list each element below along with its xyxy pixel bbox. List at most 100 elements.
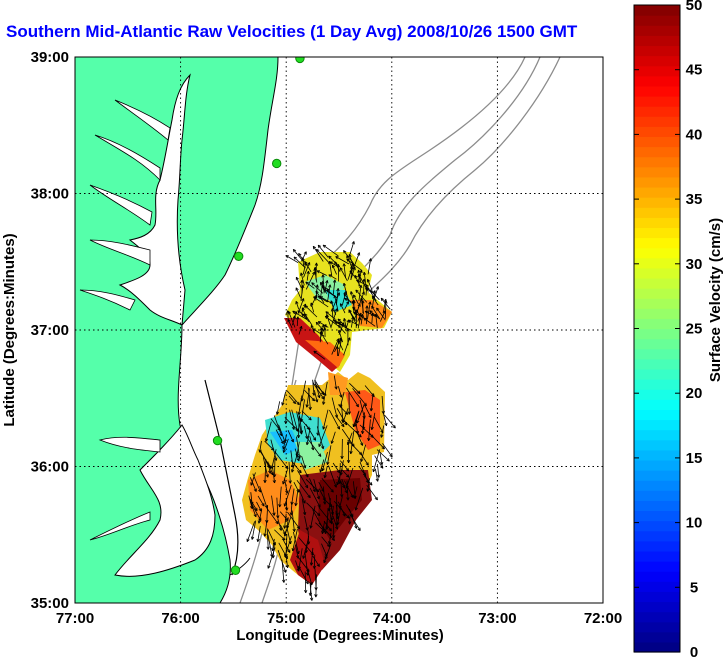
colorbar-band [634, 35, 680, 47]
colorbar-band [634, 55, 680, 67]
y-axis-label: Latitude (Degrees:Minutes) [1, 233, 18, 426]
colorbar-band [634, 358, 680, 370]
colorbar-band [634, 126, 680, 138]
colorbar-band [634, 75, 680, 87]
colorbar-band [634, 308, 680, 319]
colorbar-band [634, 85, 680, 97]
x-tick-labels: 77:00 76:00 75:00 74:00 73:00 72:00 [56, 610, 622, 627]
colorbar-band [634, 257, 680, 269]
colorbar-band [634, 470, 680, 481]
x-tick-label: 75:00 [267, 610, 305, 627]
colorbar-band [634, 540, 680, 552]
chesapeake-bay [118, 73, 191, 326]
colorbar-band [634, 156, 680, 168]
colorbar-band [634, 571, 680, 582]
y-tick-label: 39:00 [31, 49, 69, 66]
colorbar-band [634, 510, 680, 522]
colorbar-tick-label: 35 [686, 191, 703, 208]
colorbar-band [634, 186, 680, 198]
colorbar-tick-label: 40 [686, 126, 703, 143]
station-marker [212, 435, 223, 446]
colorbar-band [634, 520, 680, 532]
colorbar-band [634, 490, 680, 501]
y-tick-label: 35:00 [31, 595, 69, 612]
colorbar-band [634, 500, 680, 512]
colorbar-band [634, 480, 680, 491]
colorbar-band [634, 318, 680, 330]
colorbar-band [634, 561, 680, 572]
colorbar-tick-label: 0 [690, 644, 698, 659]
y-tick-label: 37:00 [31, 322, 69, 339]
colorbar-band [634, 379, 680, 390]
colorbar-tick-label: 10 [686, 515, 703, 532]
colorbar-band [634, 277, 680, 289]
colorbar-band [634, 116, 680, 127]
colorbar-band [634, 611, 680, 623]
colorbar-band [634, 419, 680, 431]
colorbar-tick-label: 30 [686, 256, 703, 273]
y-tick-label: 38:00 [31, 186, 69, 203]
colorbar-band [634, 530, 680, 542]
x-tick-label: 72:00 [584, 610, 622, 627]
colorbar-band [634, 591, 680, 603]
colorbar-band [634, 338, 680, 350]
x-axis-label: Longitude (Degrees:Minutes) [236, 627, 444, 644]
colorbar-band [634, 550, 680, 562]
colorbar-tick-labels: 0 5 10 15 20 25 30 35 40 45 50 [634, 0, 702, 659]
velocity-vectors [246, 241, 396, 601]
colorbar-band [634, 166, 680, 178]
colorbar-band [634, 641, 680, 653]
colorbar-band [634, 409, 680, 421]
colorbar [634, 5, 680, 653]
colorbar-band [634, 459, 680, 471]
grid-lines [75, 57, 603, 603]
colorbar-band [634, 15, 680, 26]
colorbar-band [634, 368, 680, 380]
y-tick-labels: 35:00 36:00 37:00 38:00 39:00 [31, 49, 69, 612]
colorbar-band [634, 176, 680, 188]
y-tick-label: 36:00 [31, 459, 69, 476]
colorbar-band [634, 581, 680, 592]
colorbar-band [634, 25, 680, 36]
colorbar-tick-label: 20 [686, 385, 703, 402]
colorbar-band [634, 95, 680, 107]
x-tick-label: 74:00 [373, 610, 411, 627]
colorbar-band [634, 227, 680, 239]
colorbar-band [634, 247, 680, 259]
hf-radar-stations [212, 57, 305, 575]
station-marker [233, 251, 244, 261]
station-marker [230, 565, 241, 575]
colorbar-tick-label: 45 [686, 62, 703, 79]
colorbar-band [634, 237, 680, 249]
pamlico-sound [114, 424, 216, 577]
colorbar-tick-label: 15 [686, 450, 703, 467]
colorbar-band [634, 5, 680, 16]
colorbar-band [634, 267, 680, 279]
colorbar-band [634, 65, 680, 77]
colorbar-band [634, 197, 680, 208]
colorbar-band [634, 288, 680, 299]
colorbar-band [634, 621, 680, 633]
station-marker [271, 158, 282, 169]
plot-frame [74, 56, 604, 604]
colorbar-band [634, 217, 680, 229]
x-tick-label: 76:00 [161, 610, 199, 627]
colorbar-band [634, 328, 680, 340]
colorbar-band [634, 45, 680, 57]
colorbar-band [634, 106, 680, 117]
colorbar-band [634, 298, 680, 309]
colorbar-band [634, 348, 680, 360]
colorbar-tick-label: 5 [690, 579, 698, 596]
colorbar-band [634, 429, 680, 441]
colorbar-band [634, 136, 680, 148]
chart-title: Southern Mid-Atlantic Raw Velocities (1 … [6, 22, 578, 41]
colorbar-band [634, 449, 680, 461]
colorbar-tick-label: 25 [686, 321, 703, 338]
colorbar-band [634, 631, 680, 643]
colorbar-band [634, 399, 680, 410]
colorbar-band [634, 146, 680, 158]
station-marker [295, 57, 305, 64]
colorbar-band [634, 601, 680, 613]
colorbar-band [634, 389, 680, 400]
